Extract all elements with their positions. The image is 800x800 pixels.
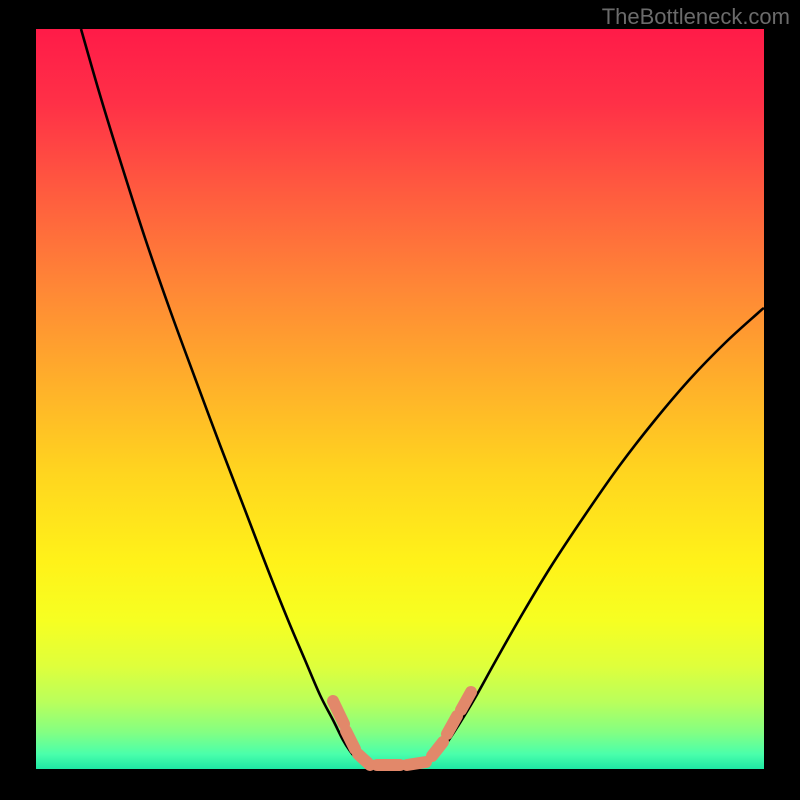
watermark-text: TheBottleneck.com: [602, 4, 790, 30]
dash-segment: [407, 762, 426, 765]
dash-segment: [346, 731, 355, 749]
bottleneck-curve-chart: [0, 0, 800, 800]
plot-background: [36, 29, 764, 769]
chart-container: TheBottleneck.com: [0, 0, 800, 800]
dash-segment: [358, 754, 370, 765]
